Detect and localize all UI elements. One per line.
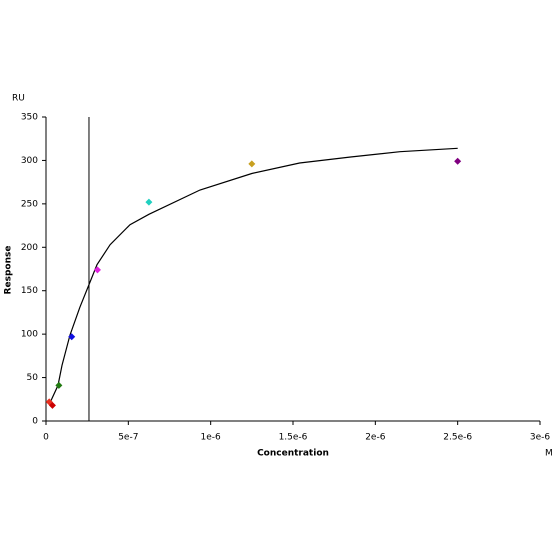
y-tick-label: 300 bbox=[21, 156, 38, 166]
x-tick-label: 2.5e-6 bbox=[443, 433, 472, 443]
x-tick-label: 1e-6 bbox=[201, 433, 222, 443]
data-point bbox=[454, 157, 462, 165]
x-tick-label: 5e-7 bbox=[118, 433, 138, 443]
data-point bbox=[248, 160, 256, 168]
x-tick-label: 0 bbox=[43, 433, 49, 443]
y-axis-label: Response bbox=[4, 246, 14, 295]
y-tick-label: 100 bbox=[21, 330, 38, 340]
x-unit: M bbox=[545, 449, 553, 459]
data-point bbox=[145, 198, 153, 206]
y-tick-label: 50 bbox=[27, 373, 39, 383]
data-point bbox=[93, 266, 101, 274]
x-tick-label: 1.5e-6 bbox=[279, 433, 308, 443]
fit-curve bbox=[49, 147, 458, 404]
data-point bbox=[48, 401, 56, 409]
y-tick-label: 350 bbox=[21, 113, 38, 123]
y-tick-label: 250 bbox=[21, 199, 38, 209]
x-tick-label: 3e-6 bbox=[530, 433, 551, 443]
x-axis-label: Concentration bbox=[257, 449, 329, 459]
data-point bbox=[55, 381, 63, 389]
x-tick-label: 2e-6 bbox=[365, 433, 386, 443]
y-tick-label: 150 bbox=[21, 286, 38, 296]
y-tick-label: 200 bbox=[21, 243, 38, 253]
y-tick-label: 0 bbox=[32, 417, 38, 427]
y-unit: RU bbox=[12, 94, 25, 104]
data-point bbox=[68, 333, 76, 341]
